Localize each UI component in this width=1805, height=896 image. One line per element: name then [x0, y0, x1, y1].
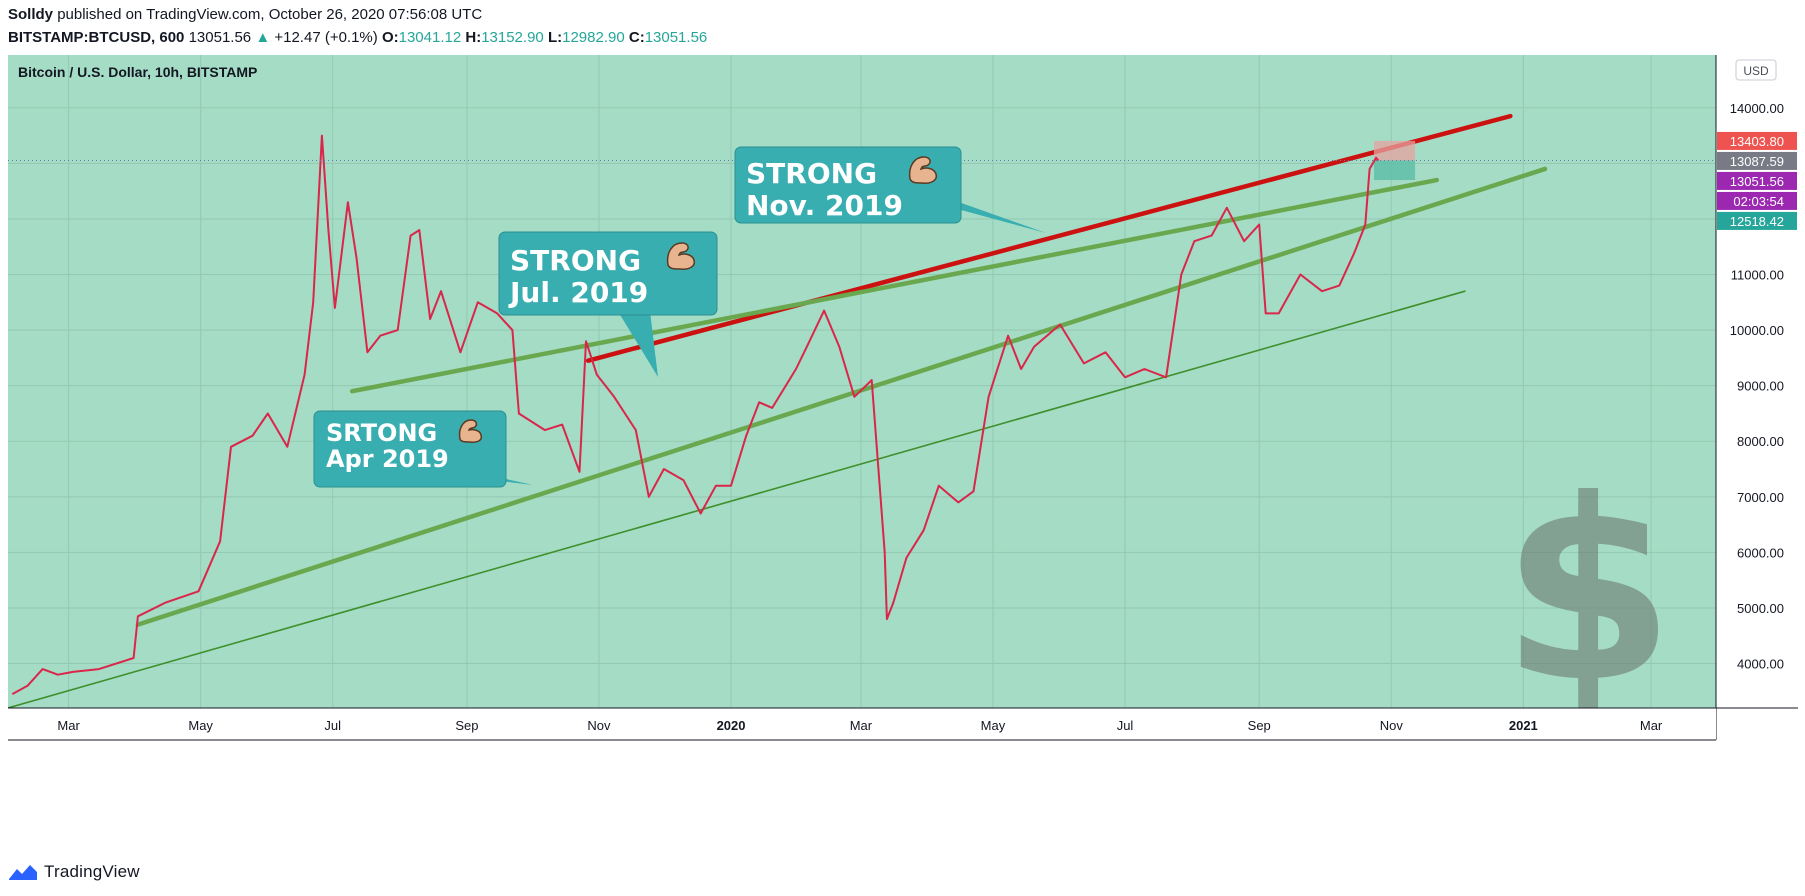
y-tick-label: 11000.00	[1731, 268, 1784, 283]
x-tick-label: Nov	[587, 718, 611, 733]
callout-jul-2019: STRONG Jul. 2019	[498, 231, 718, 377]
callout-jul-line1: STRONG	[510, 244, 641, 277]
price-label-text: 13403.80	[1730, 134, 1784, 149]
x-tick-label: Nov	[1380, 718, 1404, 733]
y-tick-label: 9000.00	[1737, 379, 1784, 394]
trendline-green	[135, 166, 1548, 627]
x-tick-label: Mar	[850, 718, 873, 733]
x-tick-label: 2021	[1509, 718, 1538, 733]
svg-text:STRONG: STRONG	[510, 244, 641, 277]
author-name[interactable]: Solldy	[8, 6, 54, 23]
flexed-biceps-icon	[458, 419, 483, 443]
publish-info: published on TradingView.com, October 26…	[57, 6, 483, 23]
price-label-text: 02:03:54	[1733, 194, 1784, 209]
close-value: 13051.56	[644, 29, 708, 46]
price-label-text: 13051.56	[1730, 174, 1784, 189]
x-tick-label: Sep	[1248, 718, 1271, 733]
price-label-tag	[1717, 171, 1797, 190]
x-tick-label: Sep	[455, 718, 478, 733]
tradingview-logo-icon	[9, 865, 37, 880]
publish-line: Solldy published on TradingView.com, Oct…	[8, 6, 482, 23]
price-label-tag	[1717, 131, 1797, 150]
grid-lines	[8, 55, 1716, 708]
low-label: L:	[547, 29, 563, 46]
open-label: O:	[381, 29, 399, 46]
last-price: 13051.56	[188, 29, 252, 46]
x-axis-ticks: Mar May Jul Sep Nov 2020 Mar May Jul Sep Nov 2021 Ma…	[57, 718, 1663, 733]
price-label-tag	[1717, 191, 1797, 210]
price-change: +12.47 (+0.1%)	[274, 29, 378, 46]
svg-text:STRONG: STRONG	[746, 157, 877, 190]
svg-text:$: $	[1501, 446, 1675, 737]
open-value: 13041.12	[398, 29, 462, 46]
y-tick-label: 8000.00	[1737, 434, 1784, 449]
y-tick-label: 7000.00	[1737, 490, 1784, 505]
trendlines	[8, 113, 1548, 709]
price-chart[interactable]: Bitcoin / U.S. Dollar, 10h, BITSTAMP $ S…	[8, 55, 1798, 850]
price-label-text: 13087.59	[1730, 154, 1784, 169]
svg-text:Apr 2019: Apr 2019	[326, 445, 449, 473]
y-tick-label: 10000.00	[1730, 323, 1784, 338]
x-tick-label: Jul	[324, 718, 341, 733]
symbol-label: BITSTAMP:BTCUSD, 600	[8, 29, 185, 46]
y-tick-label: 6000.00	[1737, 545, 1784, 560]
x-tick-label: Jul	[1117, 718, 1134, 733]
price-label-tag	[1717, 211, 1797, 230]
currency-label: USD	[1743, 64, 1769, 78]
close-label: C:	[628, 29, 645, 46]
flexed-biceps-icon	[666, 242, 696, 270]
price-label-tag	[1717, 151, 1797, 170]
quote-line: BITSTAMP:BTCUSD, 600 13051.56 ▲ +12.47 (…	[8, 29, 707, 46]
dollar-sign-icon: $	[1501, 446, 1675, 737]
x-tick-label: May	[188, 718, 213, 733]
price-series-line	[11, 134, 1380, 695]
high-label: H:	[465, 29, 482, 46]
footer-brand[interactable]: TradingView	[8, 862, 140, 882]
high-value: 13152.90	[481, 29, 544, 46]
x-tick-label: 2020	[717, 718, 746, 733]
footer-brand-label: TradingView	[44, 862, 140, 881]
up-arrow-icon: ▲	[255, 29, 271, 46]
currency-button[interactable]	[1735, 59, 1777, 81]
position-box	[1373, 140, 1416, 181]
flexed-biceps-icon	[908, 156, 938, 184]
callout-nov-line2: Nov. 2019	[746, 189, 903, 222]
y-tick-label: 5000.00	[1737, 601, 1784, 616]
trendline-green-thin	[8, 290, 1466, 709]
stop-zone	[1373, 140, 1416, 161]
callout-apr-line2: Apr 2019	[326, 445, 449, 473]
callout-nov-line1: STRONG	[746, 157, 877, 190]
callout-nov-2019: STRONG Nov. 2019	[734, 146, 1046, 233]
y-tick-label: 4000.00	[1737, 657, 1784, 672]
y-tick-label: 14000.00	[1730, 101, 1784, 116]
price-labels: 13403.80 13087.59 13051.56 02:03:54 12518.42	[1717, 131, 1797, 230]
price-label-text: 12518.42	[1730, 214, 1784, 229]
x-tick-label: May	[981, 718, 1006, 733]
svg-text:Nov. 2019: Nov. 2019	[746, 189, 903, 222]
trendline-green	[349, 177, 1439, 394]
target-zone	[1373, 160, 1416, 181]
time-axis[interactable]	[8, 708, 1716, 740]
chart-title: Bitcoin / U.S. Dollar, 10h, BITSTAMP	[18, 64, 257, 80]
x-tick-label: Mar	[57, 718, 80, 733]
trendline-red	[585, 113, 1513, 363]
low-value: 12982.90	[562, 29, 625, 46]
x-tick-label: Mar	[1640, 718, 1663, 733]
svg-text:SRTONG: SRTONG	[326, 419, 437, 447]
callout-jul-line2: Jul. 2019	[508, 276, 648, 309]
svg-text:Jul. 2019: Jul. 2019	[508, 276, 648, 309]
callout-apr-2019: SRTONG Apr 2019	[313, 410, 533, 488]
callout-apr-line1: SRTONG	[326, 419, 437, 447]
